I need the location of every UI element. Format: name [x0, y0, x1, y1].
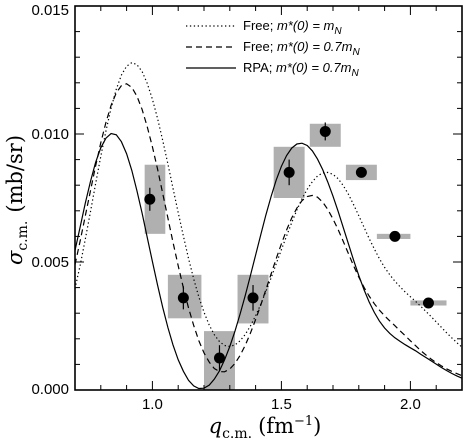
uncertainty-boxes — [144, 123, 447, 390]
plot-frame — [74, 5, 463, 391]
y-axis-title: σc.m. (mb/sr) — [3, 135, 31, 265]
x-tick-label: 1.0 — [142, 396, 163, 413]
x-axis-unit-close: ) — [313, 414, 321, 438]
model-curves — [74, 61, 463, 390]
tick-labels: 1.0 1.5 2.0 0.000 0.005 0.010 0.015 — [31, 2, 420, 413]
data-point-2 — [177, 292, 189, 304]
legend: Free; m*(0) = mN Free; m*(0) = 0.7mN RPA; … — [186, 18, 360, 79]
data-point-3 — [213, 352, 225, 364]
legend-label-dotted: Free; m*(0) = mN — [243, 18, 342, 37]
data-point-8 — [389, 230, 401, 242]
x-axis-symbol: q — [209, 414, 222, 438]
data-point-1 — [144, 193, 156, 205]
axis-ticks — [74, 5, 463, 391]
y-axis-symbol: σ — [3, 250, 27, 265]
y-tick-label: 0.000 — [31, 381, 69, 398]
solid-curve — [74, 132, 463, 390]
data-point-7 — [355, 166, 367, 178]
y-tick-label: 0.010 — [31, 126, 69, 143]
legend-label-solid: RPA; m*(0) = 0.7mN — [243, 60, 360, 79]
x-axis-unit-exponent: −1 — [294, 414, 313, 429]
x-axis-unit: (fm — [258, 414, 294, 438]
y-tick-label: 0.005 — [31, 254, 69, 271]
y-tick-label: 0.015 — [31, 2, 69, 19]
y-axis-subscript: c.m. — [15, 221, 31, 251]
data-point-4 — [247, 292, 259, 304]
data-point-5 — [283, 166, 295, 178]
x-tick-label: 2.0 — [400, 396, 421, 413]
x-axis-subscript: c.m. — [222, 426, 252, 442]
x-tick-label: 1.5 — [271, 396, 292, 413]
data-point-9 — [422, 297, 434, 309]
measured-points — [144, 122, 434, 371]
data-point-6 — [319, 125, 331, 137]
dashed-curve — [74, 83, 463, 377]
y-axis-unit: (mb/sr) — [3, 135, 27, 213]
x-axis-title: qc.m. (fm−1) — [209, 414, 322, 442]
legend-label-dashed: Free; m*(0) = 0.7mN — [243, 39, 360, 58]
